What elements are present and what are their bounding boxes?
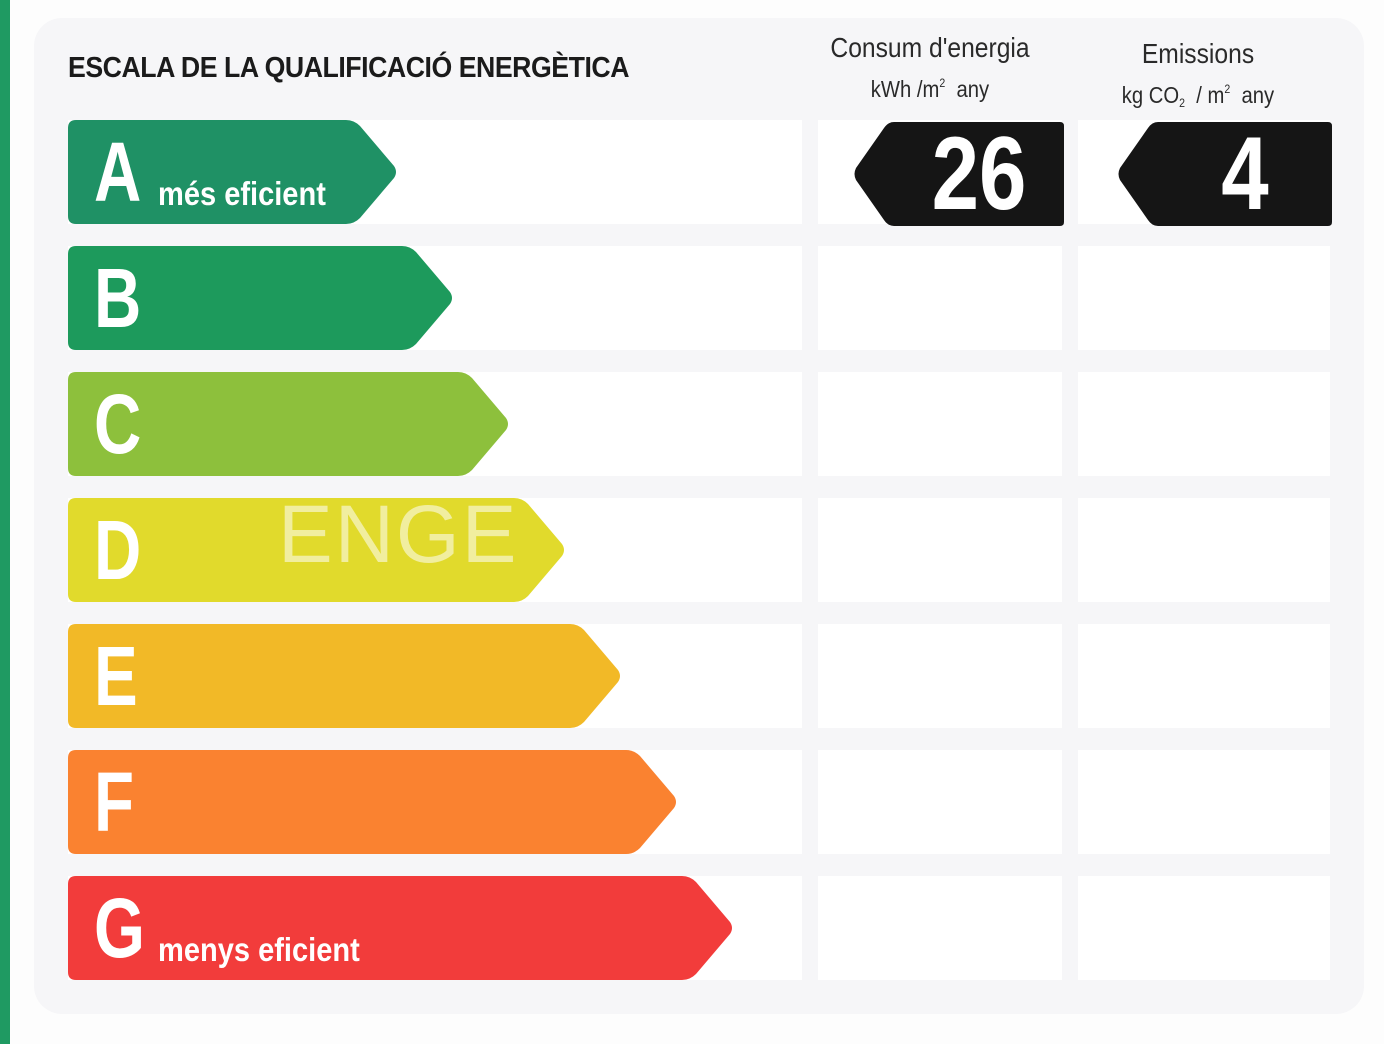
rating-letter: B	[94, 251, 142, 345]
consum-header-unit: kWh /m2 any	[870, 76, 990, 102]
consum-cell	[818, 246, 1062, 350]
consum-cell	[818, 876, 1062, 980]
emissions-header-title: Emissions	[1141, 38, 1255, 69]
rating-letter: A	[94, 125, 142, 219]
emissions-header-unit: kg CO2 / m2 any	[1121, 82, 1275, 110]
rating-sublabel: menys eficient	[158, 931, 360, 968]
rating-letter: D	[94, 503, 142, 597]
rating-letter: G	[94, 881, 145, 975]
emissions-value-badge: 4	[1118, 122, 1332, 226]
consum-cell	[818, 372, 1062, 476]
left-edge-stripe	[0, 0, 10, 1044]
rating-arrow-f: F	[68, 750, 678, 854]
rating-letter: E	[94, 629, 138, 723]
emissions-value: 4	[1221, 116, 1269, 232]
emissions-cell	[1078, 750, 1330, 854]
rating-letter: F	[94, 755, 135, 849]
consum-header-title: Consum d'energia	[830, 32, 1030, 63]
rating-arrow-b: B	[68, 246, 454, 350]
label-title: ESCALA DE LA QUALIFICACIÓ ENERGÈTICA	[68, 52, 630, 84]
column-header-consum: Consum d'energia kWh /m2 any	[824, 30, 1035, 106]
rating-sublabel: més eficient	[158, 175, 326, 212]
consum-cell	[818, 750, 1062, 854]
rating-arrow-c: C	[68, 372, 510, 476]
rating-arrow-d: D	[68, 498, 566, 602]
emissions-cell	[1078, 876, 1330, 980]
rating-letter: C	[94, 377, 142, 471]
emissions-cell	[1078, 246, 1330, 350]
rating-arrow-e: E	[68, 624, 622, 728]
consum-value-badge: 26	[854, 122, 1064, 226]
consum-value: 26	[931, 116, 1027, 232]
consum-cell	[818, 498, 1062, 602]
emissions-cell	[1078, 372, 1330, 476]
consum-cell	[818, 624, 1062, 728]
emissions-cell	[1078, 624, 1330, 728]
emissions-cell	[1078, 498, 1330, 602]
column-header-emissions: Emissions kg CO2 / m2 any	[1091, 36, 1306, 120]
